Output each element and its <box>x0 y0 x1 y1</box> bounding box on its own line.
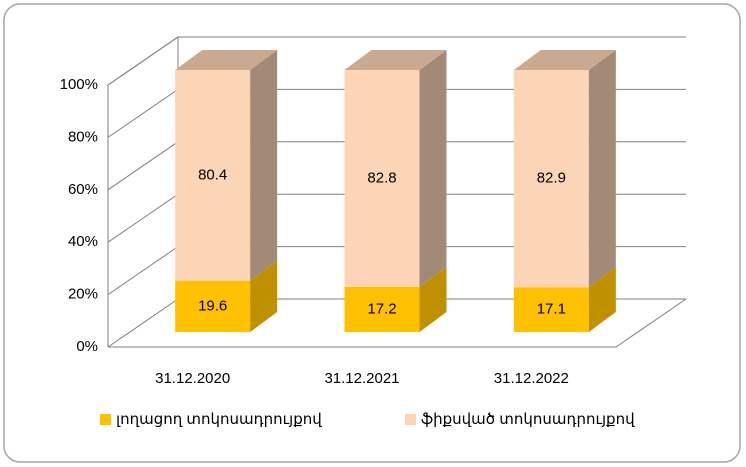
y-tick-label: 80% <box>68 128 98 145</box>
bar-side <box>588 50 616 288</box>
legend-swatch <box>405 414 416 425</box>
bar-segment <box>175 70 251 281</box>
data-label: 80.4 <box>198 166 227 183</box>
legend-label: ֆիքսված տոկոսադրույքով <box>421 411 635 428</box>
y-tick-label: 20% <box>68 286 98 303</box>
bar-segment <box>513 287 589 332</box>
x-tick-label: 31.12.2021 <box>324 370 399 387</box>
bar-side <box>419 50 447 287</box>
legend-swatch <box>100 414 111 425</box>
legend-label: լողացող տոկոսադրույքով <box>116 411 322 428</box>
bar-top <box>513 50 616 70</box>
bar-side <box>419 266 447 332</box>
bar-segment <box>513 70 589 288</box>
data-label: 17.1 <box>537 301 566 318</box>
bar-segment <box>344 70 420 287</box>
bar-side <box>588 267 616 332</box>
x-tick-label: 31.12.2020 <box>155 370 230 387</box>
floor-edge <box>108 298 687 348</box>
bar-segment <box>344 286 420 332</box>
bar-top <box>175 50 278 70</box>
bar-top <box>344 50 447 70</box>
data-label: 82.9 <box>537 170 566 187</box>
y-tick-label: 60% <box>68 181 98 198</box>
y-tick-label: 0% <box>76 338 98 355</box>
bar-side <box>250 50 278 281</box>
data-label: 19.6 <box>198 297 227 314</box>
x-tick-label: 31.12.2022 <box>494 370 569 387</box>
data-label: 82.8 <box>367 169 396 186</box>
y-tick-label: 40% <box>68 233 98 250</box>
y-tick-label: 100% <box>60 76 98 93</box>
grid-line <box>107 36 686 86</box>
data-label: 17.2 <box>367 300 396 317</box>
bar-side <box>250 260 278 332</box>
bar-segment <box>175 280 251 332</box>
